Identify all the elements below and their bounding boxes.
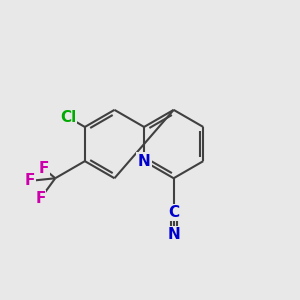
Text: F: F: [25, 173, 35, 188]
Text: N: N: [138, 154, 150, 169]
Text: F: F: [39, 161, 49, 176]
Text: F: F: [35, 191, 46, 206]
Text: N: N: [167, 227, 180, 242]
Text: C: C: [168, 205, 179, 220]
Text: Cl: Cl: [60, 110, 77, 125]
